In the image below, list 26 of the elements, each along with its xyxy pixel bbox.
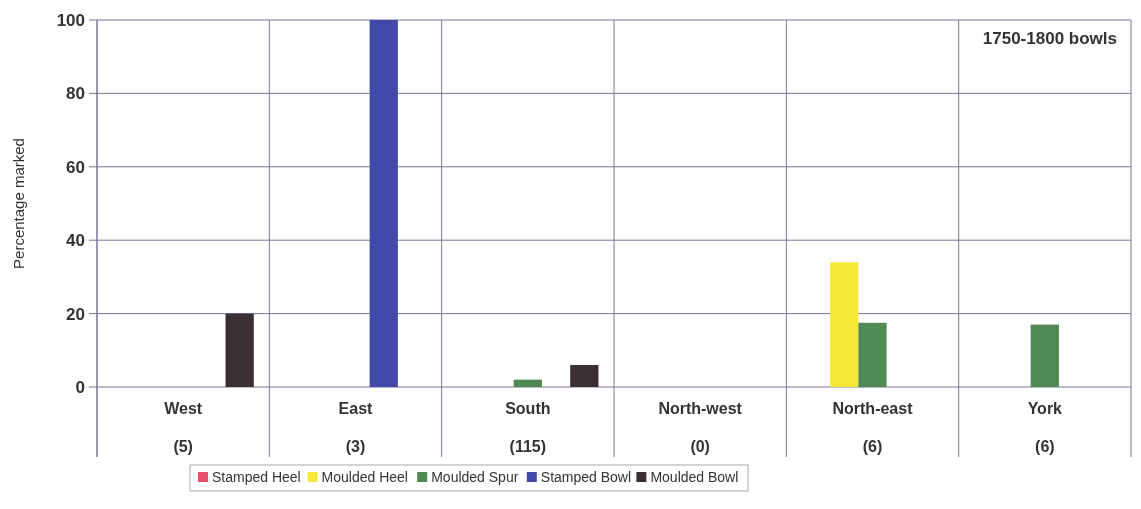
y-axis-title: Percentage marked bbox=[10, 138, 27, 269]
text: 1750-1800 bowls bbox=[982, 29, 1117, 48]
y-tick-label: 20 bbox=[66, 304, 85, 324]
y-tick-label: 0 bbox=[75, 377, 85, 397]
category-label: East (3) bbox=[338, 400, 373, 455]
legend-label: Moulded Heel bbox=[321, 468, 408, 485]
category-label: South (115) bbox=[505, 400, 551, 455]
y-tick-label: 60 bbox=[66, 157, 85, 177]
y-tick-label: 80 bbox=[66, 84, 85, 104]
bar bbox=[513, 379, 542, 387]
category-label: North-east (6) bbox=[832, 400, 913, 455]
bar bbox=[570, 364, 599, 387]
legend-label: Stamped Bowl bbox=[540, 468, 632, 485]
y-tick-label: 40 bbox=[66, 231, 85, 251]
bar bbox=[225, 313, 254, 387]
bar bbox=[1030, 324, 1059, 387]
y-tick-label: 100 bbox=[56, 10, 85, 30]
bar bbox=[830, 262, 859, 387]
category-label: West (5) bbox=[164, 400, 203, 455]
category-label: York (6) bbox=[1027, 400, 1063, 455]
legend-label: Moulded Bowl bbox=[650, 468, 739, 485]
category-label: North-west (0) bbox=[658, 400, 742, 455]
legend-label: Moulded Spur bbox=[431, 468, 519, 485]
bar bbox=[858, 322, 887, 387]
legend-label: Stamped Heel bbox=[212, 468, 301, 485]
bar bbox=[369, 20, 398, 387]
